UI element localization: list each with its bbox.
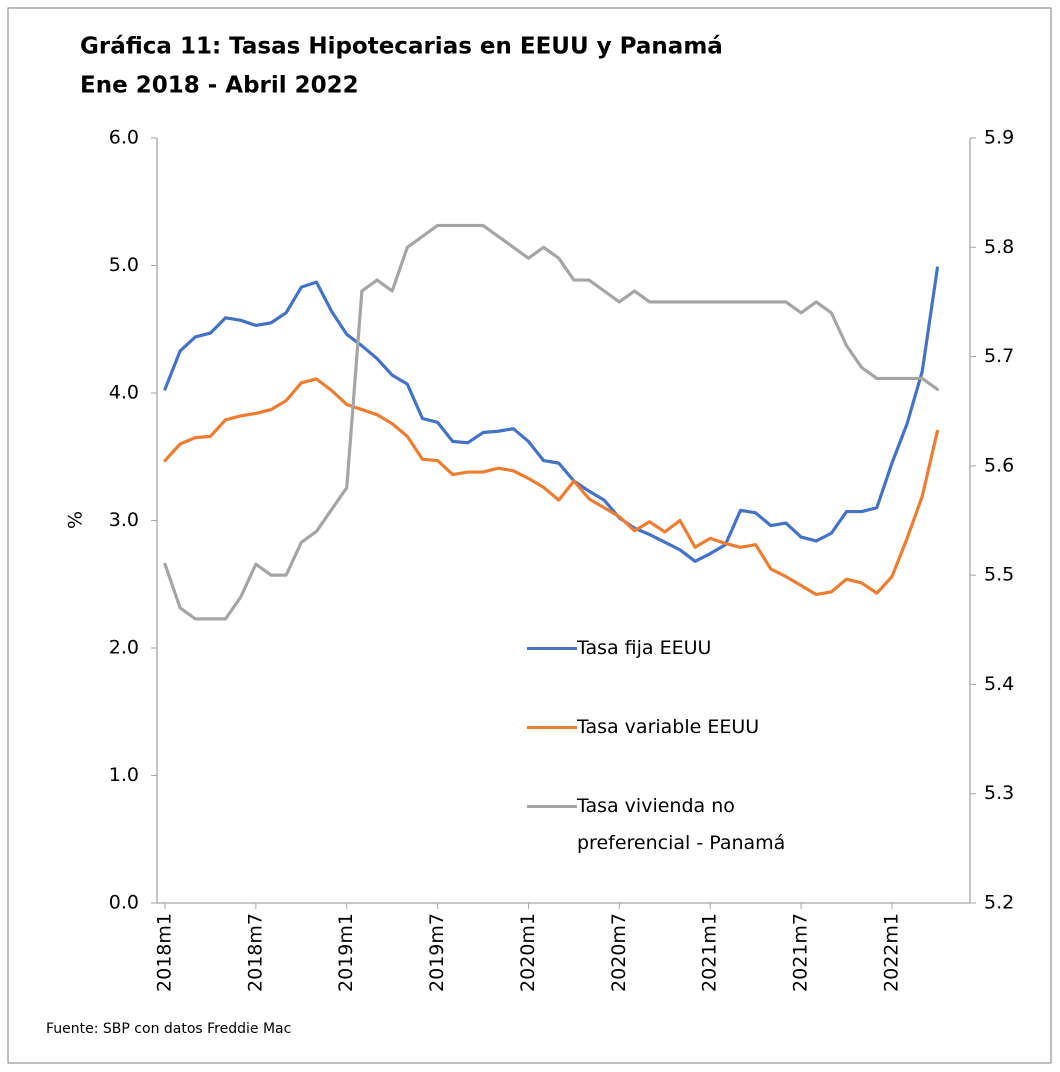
legend-label: Tasa fija EEUU [577, 637, 712, 659]
legend-label: Tasa vivienda no preferencial - Panamá [577, 795, 786, 854]
y2-tick-label: 5.4 [984, 673, 1014, 695]
legend-swatch [527, 726, 577, 729]
x-tick-label: 2019m1 [335, 913, 357, 992]
source-note: Fuente: SBP con datos Freddie Mac [46, 1021, 291, 1037]
series-line [163, 377, 939, 597]
x-tick-label: 2021m1 [699, 913, 721, 992]
legend-label: Tasa variable EEUU [577, 716, 760, 738]
y-tick-label: 6.0 [109, 127, 139, 149]
y-tick-label: 2.0 [109, 637, 139, 659]
y2-tick-label: 5.7 [984, 345, 1014, 367]
legend-swatch [527, 647, 577, 650]
chart-title: Gráfica 11: Tasas Hipotecarias en EEUU y… [80, 34, 723, 60]
legend-swatch [527, 805, 577, 808]
x-tick-label: 2019m7 [426, 913, 448, 992]
x-tick-label: 2021m7 [790, 913, 812, 992]
y2-tick-label: 5.6 [984, 454, 1014, 476]
x-tick-label: 2018m7 [244, 913, 266, 992]
y-axis-label: % [65, 511, 87, 529]
x-tick-label: 2020m7 [608, 913, 630, 992]
series-line [163, 223, 939, 621]
y-tick-label: 1.0 [109, 764, 139, 786]
legend-entry: Tasa fija EEUU [527, 630, 847, 667]
chart-subtitle: Ene 2018 - Abril 2022 [80, 73, 359, 99]
x-tick-label: 2018m1 [154, 913, 176, 992]
y-tick-label: 5.0 [109, 254, 139, 276]
series-line [163, 266, 939, 563]
y-tick-label: 3.0 [109, 509, 139, 531]
legend-entry: Tasa vivienda no preferencial - Panamá [527, 788, 847, 862]
legend-entry: Tasa variable EEUU [527, 709, 847, 746]
y2-tick-label: 5.2 [984, 892, 1014, 914]
y2-tick-label: 5.5 [984, 564, 1014, 586]
x-tick-label: 2022m1 [880, 913, 902, 992]
y2-tick-label: 5.8 [984, 236, 1014, 258]
x-tick-label: 2020m1 [517, 913, 539, 992]
y2-tick-label: 5.3 [984, 782, 1014, 804]
y2-tick-label: 5.9 [984, 127, 1014, 149]
y-tick-label: 4.0 [109, 382, 139, 404]
y-tick-label: 0.0 [109, 892, 139, 914]
chart-frame [7, 7, 1052, 1064]
